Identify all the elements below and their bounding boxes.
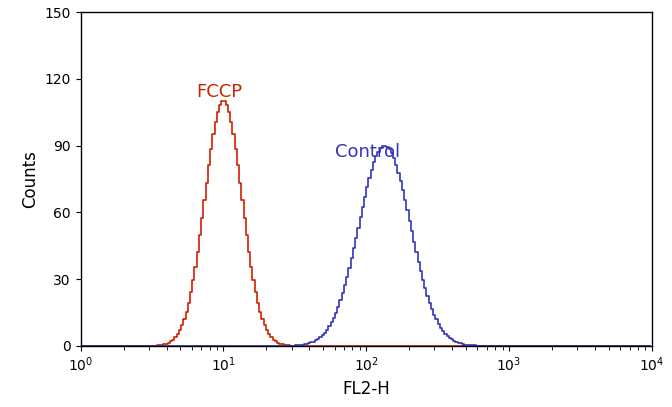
Y-axis label: Counts: Counts bbox=[21, 150, 39, 208]
Text: FCCP: FCCP bbox=[197, 83, 243, 101]
Text: Control: Control bbox=[335, 143, 400, 161]
X-axis label: FL2-H: FL2-H bbox=[342, 380, 390, 398]
